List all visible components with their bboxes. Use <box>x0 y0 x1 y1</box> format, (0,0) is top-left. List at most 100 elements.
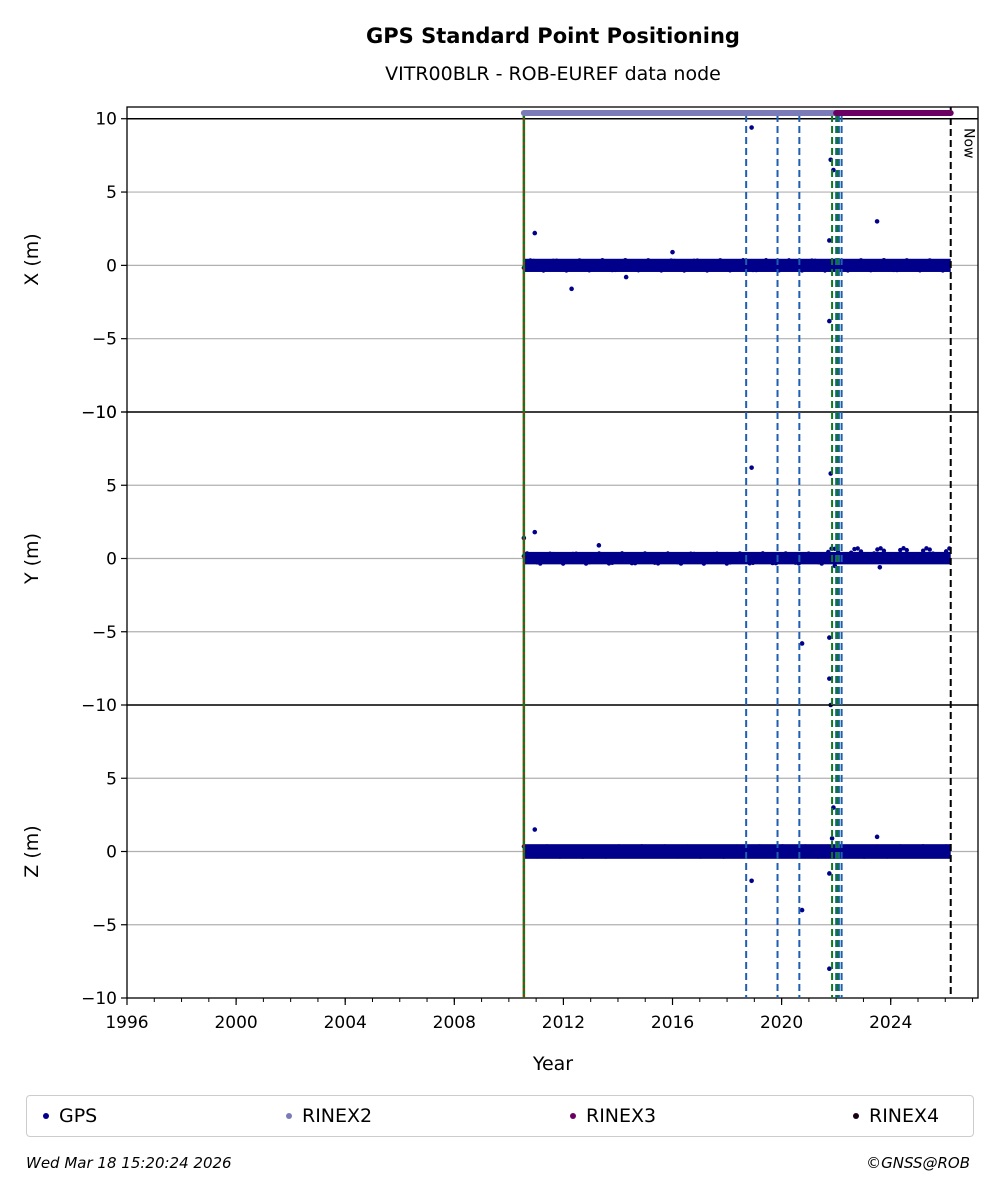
gps-point <box>603 558 608 563</box>
gps-point <box>577 258 582 263</box>
gps-point <box>731 267 736 272</box>
gps-point <box>606 264 612 269</box>
gps-point <box>613 556 618 562</box>
gps-point <box>848 267 854 272</box>
gps-point <box>786 850 792 855</box>
x-axis-label: Year <box>532 1053 573 1075</box>
gps-point <box>826 266 831 271</box>
gps-point <box>749 465 754 470</box>
gps-point <box>711 551 716 557</box>
gps-point <box>685 266 690 271</box>
gps-point <box>557 559 563 565</box>
gps-point <box>626 259 631 265</box>
gps-point <box>682 847 687 852</box>
gps-point <box>799 268 805 273</box>
gps-point <box>649 259 654 264</box>
gps-point <box>783 260 788 266</box>
gps-point <box>675 854 680 859</box>
gps-point <box>754 267 759 273</box>
gps-point <box>708 555 713 560</box>
gps-point <box>646 850 651 855</box>
gps-point <box>878 847 883 852</box>
y-tick-label: −10 <box>81 403 117 423</box>
gps-point <box>848 844 854 850</box>
gps-point <box>672 556 677 561</box>
gps-point <box>871 551 877 556</box>
gps-point <box>827 238 832 243</box>
gps-point <box>898 844 903 849</box>
gps-point <box>704 847 710 853</box>
y-axis-label-panel-3: Z (m) <box>21 825 43 877</box>
gps-point <box>917 552 923 558</box>
gps-point <box>750 560 756 566</box>
gps-point <box>884 260 890 265</box>
gps-point <box>809 258 815 263</box>
gps-point <box>580 854 585 859</box>
gps-point <box>796 561 801 566</box>
gps-point <box>868 268 874 273</box>
x-tick-label: 2016 <box>651 1013 694 1033</box>
gps-point <box>583 265 589 270</box>
gps-point <box>632 850 638 855</box>
gps-point <box>930 853 936 859</box>
gps-point <box>600 553 605 559</box>
gps-point <box>678 266 684 271</box>
gps-point <box>806 261 811 267</box>
gps-point <box>740 553 746 559</box>
x-tick-label: 2012 <box>542 1013 585 1033</box>
gps-point <box>852 844 857 850</box>
gps-point <box>711 844 716 850</box>
gps-point <box>623 851 628 856</box>
gps-point <box>911 555 916 561</box>
gps-point <box>606 853 612 858</box>
gps-point <box>600 851 605 857</box>
gps-point <box>577 852 582 857</box>
gps-point <box>842 556 847 561</box>
gps-point <box>842 265 847 271</box>
gps-point <box>567 844 572 849</box>
gps-point <box>757 552 762 558</box>
y-axis-label-panel-2: Y (m) <box>21 533 43 585</box>
gps-point <box>799 907 805 913</box>
gps-point <box>547 262 553 267</box>
gps-point <box>636 557 641 563</box>
gps-point <box>701 852 707 857</box>
gps-point <box>698 559 703 564</box>
gps-point <box>528 258 533 263</box>
gps-point <box>760 260 765 265</box>
gps-point <box>557 854 563 859</box>
gps-point <box>760 846 765 852</box>
gps-point <box>827 871 832 876</box>
y-tick-label: 5 <box>106 769 117 789</box>
gps-point <box>688 845 693 850</box>
gps-point <box>888 853 893 858</box>
gps-point <box>937 556 942 561</box>
gps-point <box>763 851 769 856</box>
y-tick-label: −10 <box>81 989 117 1009</box>
gps-point <box>652 854 657 859</box>
gps-point <box>718 258 723 263</box>
gps-point <box>934 262 939 268</box>
gps-point <box>691 848 697 854</box>
gps-point <box>639 265 644 270</box>
gps-point <box>871 845 877 850</box>
gps-point <box>819 561 824 566</box>
legend-marker-gps <box>43 1113 49 1119</box>
gps-point <box>819 851 824 857</box>
gps-point <box>652 560 657 565</box>
gps-point <box>698 261 703 266</box>
gps-point <box>845 848 851 853</box>
gps-point <box>858 258 864 263</box>
gps-point <box>855 546 860 551</box>
gps-point <box>613 267 618 273</box>
gps-point <box>914 850 919 855</box>
gps-point <box>780 265 785 270</box>
gps-point <box>894 552 900 557</box>
gps-point <box>567 555 572 560</box>
gps-point <box>875 844 880 849</box>
gps-point <box>532 529 538 535</box>
gps-point <box>763 258 769 263</box>
gps-point <box>927 850 932 855</box>
gps-point <box>907 552 913 557</box>
gps-point <box>668 258 674 263</box>
